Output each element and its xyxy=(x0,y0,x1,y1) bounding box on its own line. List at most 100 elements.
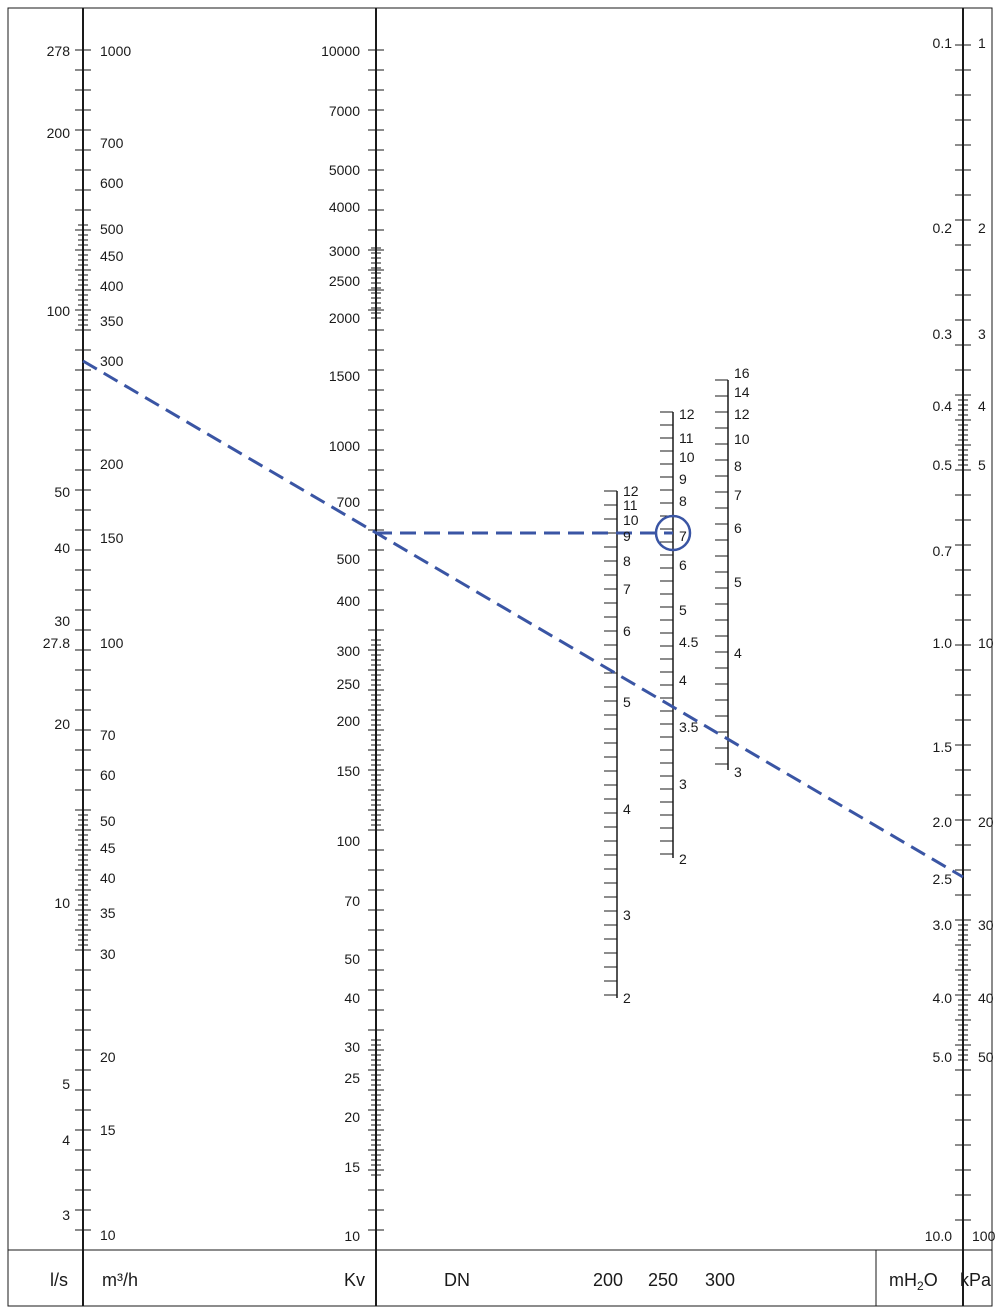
dn250-label: 11 xyxy=(679,430,694,446)
kv-label: 10000 xyxy=(321,43,360,59)
m3h-label: 300 xyxy=(100,353,124,369)
dn200-label: 9 xyxy=(623,528,631,544)
m3h-label: 15 xyxy=(100,1122,116,1138)
kv-label: 70 xyxy=(344,893,360,909)
m3h-label: 45 xyxy=(100,840,116,856)
m3h-label: 30 xyxy=(100,946,116,962)
dn250-label: 7 xyxy=(679,528,687,544)
kv-label: 300 xyxy=(337,643,361,659)
dn200-label: 11 xyxy=(623,497,638,513)
kv-label: 10 xyxy=(344,1228,360,1244)
mh2o-label: 2.0 xyxy=(933,814,953,830)
mh2o-label: 0.5 xyxy=(933,457,953,473)
m3h-label: 150 xyxy=(100,530,124,546)
ls-label: 200 xyxy=(47,125,71,141)
ls-label: 40 xyxy=(54,540,70,556)
kv-label: 1000 xyxy=(329,438,360,454)
kpa-label: 40 xyxy=(978,990,994,1006)
kpa-label: 50 xyxy=(978,1049,994,1065)
ls-label: 100 xyxy=(47,303,71,319)
footer-ls-label: l/s xyxy=(50,1270,68,1290)
m3h-label: 100 xyxy=(100,635,124,651)
ls-label: 50 xyxy=(54,484,70,500)
dn300-label: 5 xyxy=(734,574,742,590)
dn200-label: 6 xyxy=(623,623,631,639)
kv-label: 7000 xyxy=(329,103,360,119)
m3h-label: 350 xyxy=(100,313,124,329)
ls-label: 27.8 xyxy=(43,635,70,651)
footer-mh2o-label: mH2O xyxy=(889,1270,938,1293)
mh2o-label: 3.0 xyxy=(933,917,953,933)
ls-label: 10 xyxy=(54,895,70,911)
mh2o-label: 4.0 xyxy=(933,990,953,1006)
footer-dn250-label: 250 xyxy=(648,1270,678,1290)
ls-label: 278 xyxy=(47,43,71,59)
reading-marker-circle xyxy=(654,514,692,552)
m3h-label: 500 xyxy=(100,221,124,237)
m3h-label: 600 xyxy=(100,175,124,191)
mh2o-label: 0.3 xyxy=(933,326,953,342)
m3h-label: 200 xyxy=(100,456,124,472)
kv-label: 500 xyxy=(337,551,361,567)
ls-label: 4 xyxy=(62,1132,70,1148)
kpa-label: 20 xyxy=(978,814,994,830)
kv-label: 30 xyxy=(344,1039,360,1055)
kv-label: 150 xyxy=(337,763,361,779)
ls-label: 30 xyxy=(54,613,70,629)
mh2o-label: 10.0 xyxy=(925,1228,952,1244)
dn300-label: 16 xyxy=(734,365,750,381)
kpa-label: 30 xyxy=(978,917,994,933)
m3h-label: 40 xyxy=(100,870,116,886)
dn250-label: 9 xyxy=(679,471,687,487)
dn200-label: 4 xyxy=(623,801,631,817)
mh2o-label: 0.2 xyxy=(933,220,953,236)
kv-label: 15 xyxy=(344,1159,360,1175)
m3h-label: 60 xyxy=(100,767,116,783)
dn250-label: 5 xyxy=(679,602,687,618)
reading-line-main xyxy=(82,359,964,879)
footer-dn300-label: 300 xyxy=(705,1270,735,1290)
mh2o-label: 2.5 xyxy=(933,871,953,887)
kv-label: 200 xyxy=(337,713,361,729)
m3h-label: 400 xyxy=(100,278,124,294)
dn250-label: 3 xyxy=(679,776,687,792)
dn250-label: 12 xyxy=(679,406,695,422)
dn300-label: 8 xyxy=(734,458,742,474)
ls-label: 20 xyxy=(54,716,70,732)
dn250-label: 4 xyxy=(679,672,687,688)
kv-label: 5000 xyxy=(329,162,360,178)
footer-kv-label: Kv xyxy=(344,1270,365,1290)
kv-label: 2500 xyxy=(329,273,360,289)
kv-label: 20 xyxy=(344,1109,360,1125)
kv-label: 4000 xyxy=(329,199,360,215)
footer-dn-label: DN xyxy=(444,1270,470,1290)
kpa-label: 10 xyxy=(978,635,994,651)
footer-m3h-label: m³/h xyxy=(102,1270,138,1290)
kv-label: 700 xyxy=(337,494,361,510)
mh2o-label: 1.5 xyxy=(933,739,953,755)
dn250-label: 8 xyxy=(679,493,687,509)
kpa-label: 2 xyxy=(978,220,986,236)
dn250-label: 2 xyxy=(679,851,687,867)
dn300-label: 12 xyxy=(734,406,750,422)
ls-label: 5 xyxy=(62,1076,70,1092)
dn300-label: 7 xyxy=(734,487,742,503)
footer-kpa-label: kPa xyxy=(960,1270,992,1290)
dn200-label: 8 xyxy=(623,553,631,569)
dn300-label: 4 xyxy=(734,645,742,661)
dn200-label: 5 xyxy=(623,694,631,710)
dn250-label: 10 xyxy=(679,449,695,465)
mh2o-label: 0.1 xyxy=(933,35,953,51)
kpa-label: 100 xyxy=(972,1228,996,1244)
dn200-label: 10 xyxy=(623,512,639,528)
dn200-label: 2 xyxy=(623,990,631,1006)
kv-label: 40 xyxy=(344,990,360,1006)
ls-label: 3 xyxy=(62,1207,70,1223)
m3h-label: 10 xyxy=(100,1227,116,1243)
mh2o-label: 0.4 xyxy=(933,398,953,414)
kv-label: 50 xyxy=(344,951,360,967)
mh2o-label: 5.0 xyxy=(933,1049,953,1065)
dn200-label: 12 xyxy=(623,483,639,499)
dn300-label: 14 xyxy=(734,384,750,400)
